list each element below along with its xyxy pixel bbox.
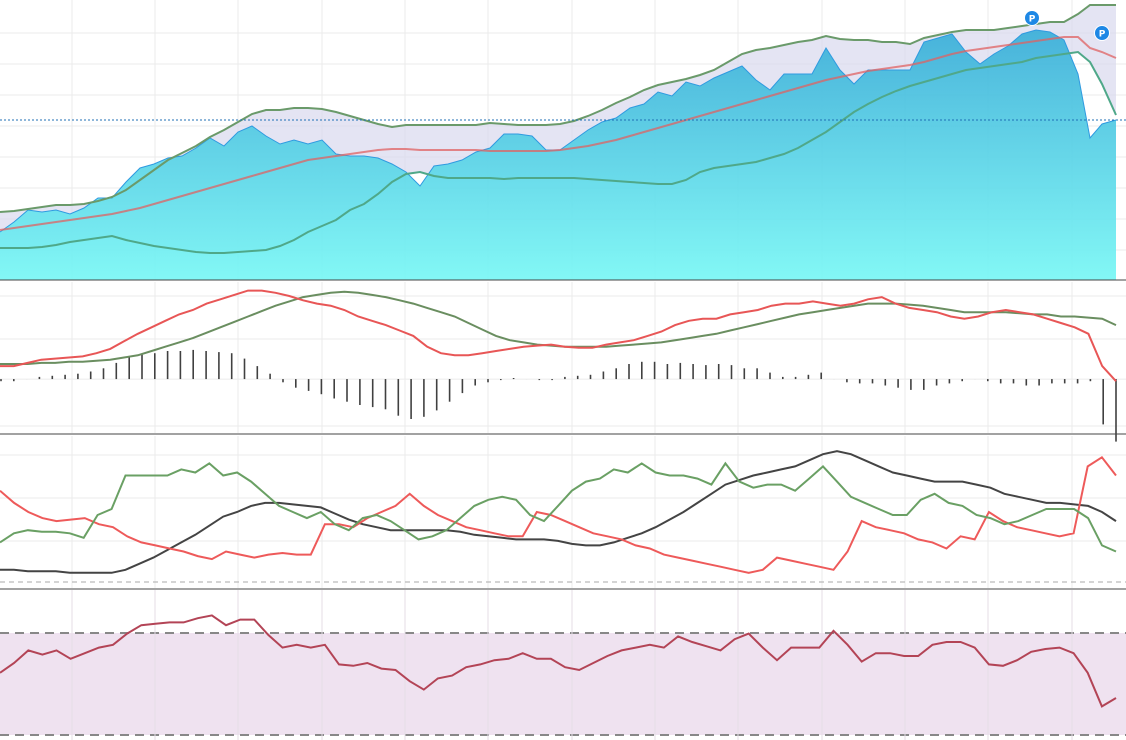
marker-p-icon[interactable]: P: [1094, 25, 1110, 41]
marker-p-icon[interactable]: P: [1024, 10, 1040, 26]
rsi-panel: [0, 590, 1126, 740]
marker-circle: [1024, 10, 1040, 26]
macd-line: [0, 289, 1117, 382]
middle-band-line: [0, 36, 1117, 231]
lower-band-line: [0, 50, 1117, 254]
marker-circle: [1094, 25, 1110, 41]
macd-panel: [0, 282, 1126, 442]
upper-band-line: [0, 4, 1116, 213]
marker-label: P: [1099, 29, 1106, 39]
dmi-plus-di-line: [0, 461, 1117, 553]
dmi-adx-line: [0, 450, 1117, 574]
marker-label: P: [1029, 14, 1036, 24]
dmi-panel: [0, 436, 1126, 590]
price-area-fill: [0, 30, 1116, 280]
price-panel: PP: [0, 0, 1126, 281]
dmi-minus-di-line: [0, 455, 1117, 574]
rsi-band-fill: [0, 633, 1126, 735]
rsi-line: [0, 614, 1117, 708]
